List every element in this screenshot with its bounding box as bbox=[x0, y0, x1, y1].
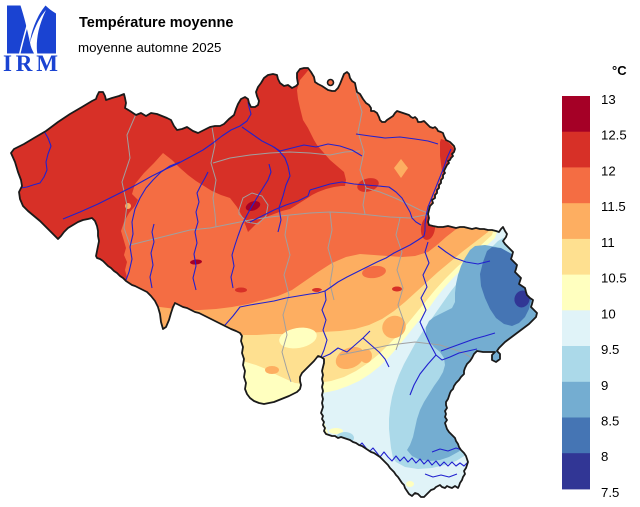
svg-text:7.5: 7.5 bbox=[601, 485, 619, 500]
svg-text:10.5: 10.5 bbox=[601, 271, 627, 286]
svg-text:12: 12 bbox=[601, 163, 616, 178]
svg-text:13: 13 bbox=[601, 92, 616, 107]
svg-text:9: 9 bbox=[601, 378, 608, 393]
svg-text:8.5: 8.5 bbox=[601, 414, 619, 429]
svg-text:10: 10 bbox=[601, 306, 616, 321]
svg-text:11.5: 11.5 bbox=[601, 199, 626, 214]
svg-text:8: 8 bbox=[601, 449, 608, 464]
svg-text:°C: °C bbox=[612, 63, 627, 78]
svg-text:12.5: 12.5 bbox=[601, 128, 627, 143]
svg-text:11: 11 bbox=[601, 235, 615, 250]
svg-text:9.5: 9.5 bbox=[601, 342, 619, 357]
